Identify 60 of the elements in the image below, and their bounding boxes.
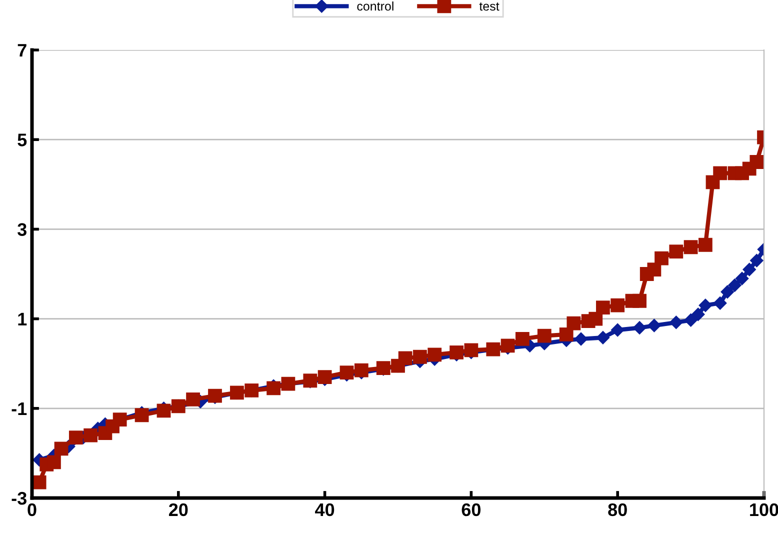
point [611, 323, 624, 337]
y-tick-label: 5 [18, 134, 27, 146]
point [354, 363, 368, 378]
point [720, 285, 734, 299]
x-tick-label: 80 [608, 503, 627, 516]
point [742, 262, 756, 276]
point [266, 381, 281, 396]
x-tick-label: 40 [315, 503, 334, 516]
point [632, 294, 647, 308]
point [156, 404, 171, 418]
point [670, 316, 683, 329]
point [648, 318, 661, 332]
y-tick-label: 3 [18, 223, 26, 236]
x-tick-label: 20 [168, 503, 188, 516]
point [84, 428, 98, 442]
point [450, 345, 464, 360]
point [428, 348, 442, 362]
point [750, 155, 764, 169]
point [692, 308, 705, 321]
x-tick-label: 0 [28, 503, 36, 516]
point [566, 316, 581, 330]
y-tick-label: 7 [18, 44, 26, 57]
point [713, 166, 728, 180]
point [610, 298, 625, 312]
point [728, 278, 742, 292]
y-tick-label: 1 [18, 312, 27, 326]
point [596, 331, 610, 344]
point [68, 430, 83, 444]
point [698, 238, 712, 252]
point [596, 300, 610, 315]
point [398, 351, 412, 366]
legend-label: test [479, 2, 500, 11]
point [537, 328, 552, 343]
point [54, 442, 68, 456]
point [713, 296, 727, 310]
point [684, 240, 698, 254]
point [669, 244, 684, 259]
point [559, 328, 574, 342]
point [684, 314, 698, 327]
point [654, 251, 668, 266]
legend-label: control [357, 1, 394, 11]
point [32, 475, 46, 490]
x-tick-label: 100 [750, 503, 778, 516]
point [515, 332, 530, 346]
y-tick-label: -1 [12, 402, 27, 415]
point [500, 338, 515, 353]
point [698, 298, 712, 312]
point [464, 343, 478, 358]
point [47, 455, 61, 470]
y-tick-label: -3 [12, 492, 26, 505]
point [413, 350, 427, 364]
point [134, 408, 149, 422]
point [588, 312, 603, 326]
x-tick-label: 60 [462, 503, 481, 516]
point [735, 272, 749, 286]
point [318, 370, 332, 384]
point [186, 392, 200, 406]
point [632, 321, 646, 334]
point [574, 332, 588, 346]
point [750, 254, 764, 268]
